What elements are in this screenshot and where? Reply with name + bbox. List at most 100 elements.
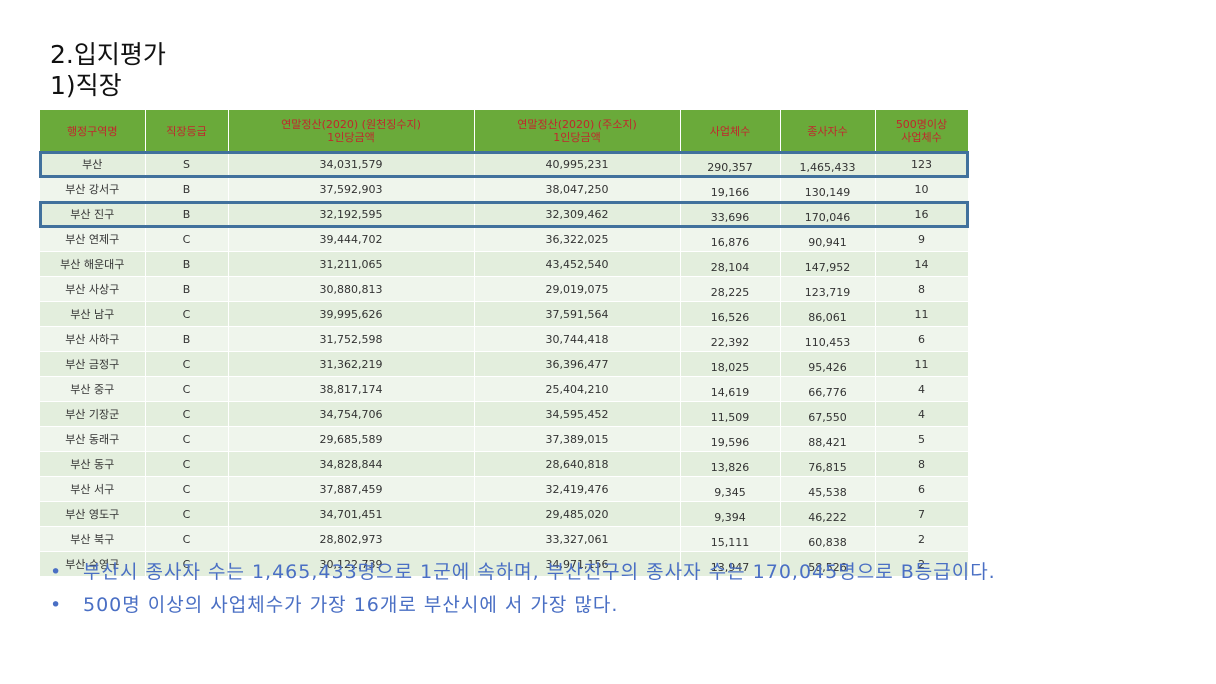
table-cell: 부산 해운대구 — [40, 251, 146, 277]
table-cell: C — [145, 476, 229, 502]
table-cell: C — [145, 401, 229, 427]
bullet: 500명 이상의 사업체수가 가장 16개로 부산시에 서 가장 많다. — [50, 589, 996, 622]
table-cell: 8 — [875, 451, 969, 477]
table-cell: 부산 — [40, 152, 146, 177]
table-cell: C — [145, 376, 229, 402]
table-row: 부산 사상구 B 30,880,813 29,019,075 28,225 123,719… — [40, 276, 969, 302]
table-cell: 11 — [875, 301, 969, 327]
table-cell: 16,526 — [680, 301, 781, 327]
table-cell: 37,591,564 — [474, 301, 681, 327]
table-cell: 19,596 — [680, 426, 781, 452]
table-cell: 부산 사하구 — [40, 326, 146, 352]
table-cell: C — [145, 526, 229, 552]
column-header: 직장등급 — [145, 110, 229, 152]
table-cell: 86,061 — [780, 301, 876, 327]
table-cell: 45,538 — [780, 476, 876, 502]
table-cell: 부산 금정구 — [40, 351, 146, 377]
table-cell: 8 — [875, 276, 969, 302]
table-cell: 부산 강서구 — [40, 176, 146, 202]
table-cell: 부산 동래구 — [40, 426, 146, 452]
table-cell: 30,744,418 — [474, 326, 681, 352]
table-cell: 16 — [875, 201, 969, 227]
table-row: 부산 동래구 C 29,685,589 37,389,015 19,596 88,421 5 — [40, 426, 969, 452]
table-cell: 46,222 — [780, 501, 876, 527]
table-cell: 6 — [875, 476, 969, 502]
column-header: 행정구역명 — [40, 110, 146, 152]
table-cell: 38,817,174 — [228, 376, 475, 402]
table-cell: 29,019,075 — [474, 276, 681, 302]
table-cell: B — [145, 276, 229, 302]
table-cell: 36,322,025 — [474, 226, 681, 252]
table-cell: C — [145, 351, 229, 377]
table-cell: 34,754,706 — [228, 401, 475, 427]
table-header: 행정구역명 직장등급 연말정산(2020) (원천징수지) 1인당금액 연말정산(202… — [40, 110, 969, 152]
table-cell: 13,826 — [680, 451, 781, 477]
table-cell: 7 — [875, 501, 969, 527]
table-cell: 32,419,476 — [474, 476, 681, 502]
table-cell: 34,031,579 — [228, 152, 475, 177]
table-cell: 31,362,219 — [228, 351, 475, 377]
table-cell: 9,394 — [680, 501, 781, 527]
bullet-list: 부산시 종사자 수는 1,465,433명으로 1군에 속하며, 부산진구의 종… — [50, 556, 996, 622]
table-cell: 34,595,452 — [474, 401, 681, 427]
table-cell: B — [145, 326, 229, 352]
table-row: 부산 해운대구 B 31,211,065 43,452,540 28,104 147,95… — [40, 251, 969, 277]
header-line: 1인당금액 — [553, 131, 601, 144]
table-cell: 25,404,210 — [474, 376, 681, 402]
table-cell: 10 — [875, 176, 969, 202]
column-header: 종사자수 — [780, 110, 876, 152]
table-cell: 31,752,598 — [228, 326, 475, 352]
table-body: 부산 S 34,031,579 40,995,231 290,357 1,465,433 1… — [39, 151, 969, 577]
table-cell: C — [145, 226, 229, 252]
table-cell: B — [145, 176, 229, 202]
table-cell: 28,802,973 — [228, 526, 475, 552]
table-cell: 30,880,813 — [228, 276, 475, 302]
title: 2.입지평가 — [50, 40, 166, 69]
table-cell: 부산 진구 — [40, 201, 146, 227]
table-cell: 15,111 — [680, 526, 781, 552]
subtitle: 1)직장 — [50, 71, 122, 100]
table-cell: 11,509 — [680, 401, 781, 427]
table-row: 부산 서구 C 37,887,459 32,419,476 9,345 45,538 6 — [40, 476, 969, 502]
table-cell: 18,025 — [680, 351, 781, 377]
table-cell: 38,047,250 — [474, 176, 681, 202]
table-cell: 31,211,065 — [228, 251, 475, 277]
table-cell: 9,345 — [680, 476, 781, 502]
column-header: 연말정산(2020) (주소지) 1인당금액 — [474, 110, 681, 152]
table-cell: B — [145, 201, 229, 227]
table-cell: 부산 기장군 — [40, 401, 146, 427]
table-row: 부산 동구 C 34,828,844 28,640,818 13,826 76,815 8 — [40, 451, 969, 477]
table-cell: C — [145, 451, 229, 477]
table-cell: 90,941 — [780, 226, 876, 252]
table-cell: 32,309,462 — [474, 201, 681, 227]
table-cell: 14 — [875, 251, 969, 277]
table-cell: 130,149 — [780, 176, 876, 202]
table-cell: 123 — [875, 152, 969, 177]
table-cell: 37,389,015 — [474, 426, 681, 452]
table-cell: 43,452,540 — [474, 251, 681, 277]
table-cell: 부산 북구 — [40, 526, 146, 552]
header-line: 사업체수 — [901, 131, 942, 144]
table-cell: 147,952 — [780, 251, 876, 277]
table-cell: 부산 사상구 — [40, 276, 146, 302]
table-cell: 76,815 — [780, 451, 876, 477]
table-cell: 37,592,903 — [228, 176, 475, 202]
table-cell: 부산 동구 — [40, 451, 146, 477]
table-row: 부산 진구 B 32,192,595 32,309,462 33,696 170,046 1… — [39, 200, 969, 228]
table-cell: 170,046 — [780, 201, 876, 227]
table-cell: 39,444,702 — [228, 226, 475, 252]
table-cell: 4 — [875, 401, 969, 427]
table-row: 부산 강서구 B 37,592,903 38,047,250 19,166 130,149… — [40, 176, 969, 202]
table-cell: 37,887,459 — [228, 476, 475, 502]
header-row: 행정구역명 직장등급 연말정산(2020) (원천징수지) 1인당금액 연말정산(202… — [40, 110, 969, 152]
column-header: 연말정산(2020) (원천징수지) 1인당금액 — [228, 110, 475, 152]
table-cell: 부산 영도구 — [40, 501, 146, 527]
table-cell: 11 — [875, 351, 969, 377]
table-row: 부산 기장군 C 34,754,706 34,595,452 11,509 67,550 4 — [40, 401, 969, 427]
table-row: 부산 연제구 C 39,444,702 36,322,025 16,876 90,941 9 — [40, 226, 969, 252]
table-cell: 29,685,589 — [228, 426, 475, 452]
table-cell: 110,453 — [780, 326, 876, 352]
table-cell: 28,104 — [680, 251, 781, 277]
table-row: 부산 금정구 C 31,362,219 36,396,477 18,025 95,426 1… — [40, 351, 969, 377]
